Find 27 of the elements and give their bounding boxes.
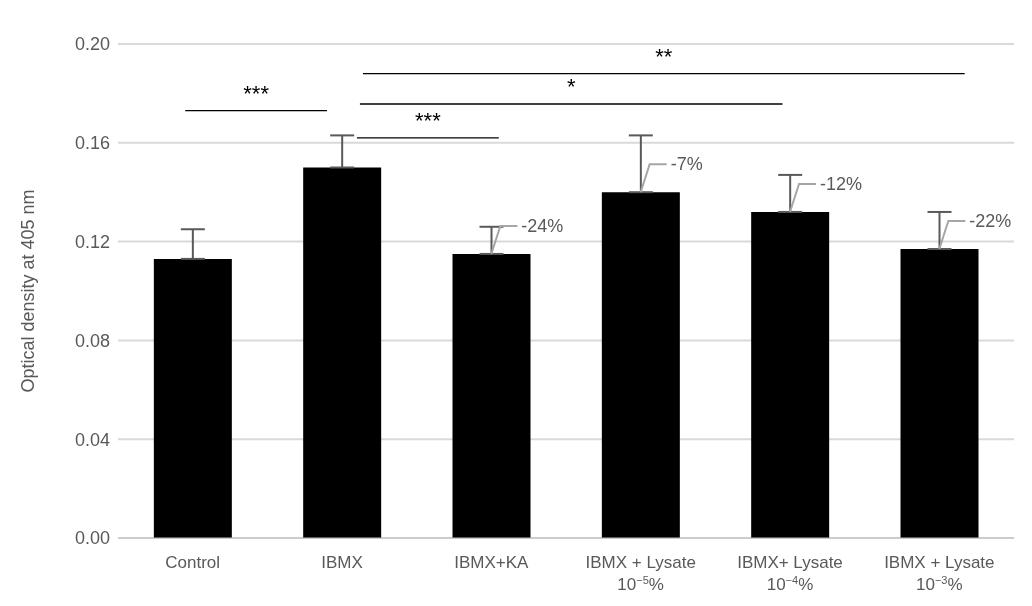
annotation: -12% [820,173,863,194]
y-tick-label: 0.08 [74,330,110,351]
y-tick-label: 0.12 [74,231,110,252]
x-tick-label: IBMX [321,553,363,572]
annotation: -22% [969,211,1012,232]
annotation: -7% [670,154,703,175]
y-tick-label: 0.00 [74,528,110,549]
x-tick-label: IBMX + Lysate 10$^{−3}$% [884,553,995,594]
y-axis-title: Optical density at 405 nm [18,189,39,393]
y-tick-label: 0.04 [74,429,110,450]
annotation: ** [655,43,673,69]
bar [303,167,382,538]
bar [751,211,830,538]
annotation: -24% [521,215,564,236]
bar [452,253,531,538]
x-tick-label: IBMX+ Lysate 10$^{−4}$% [737,553,843,594]
annotation: * [566,74,576,100]
bar [601,192,680,538]
x-tick-label: Control [165,553,221,572]
annotation: *** [415,107,442,133]
bar [153,258,232,538]
y-tick-label: 0.16 [74,133,110,154]
x-tick-label: IBMX + Lysate 10$^{−5}$% [585,553,696,594]
y-tick-label: 0.20 [74,34,110,55]
x-tick-label: IBMX+KA [454,553,530,572]
annotation: *** [243,80,270,106]
bar [900,249,979,538]
